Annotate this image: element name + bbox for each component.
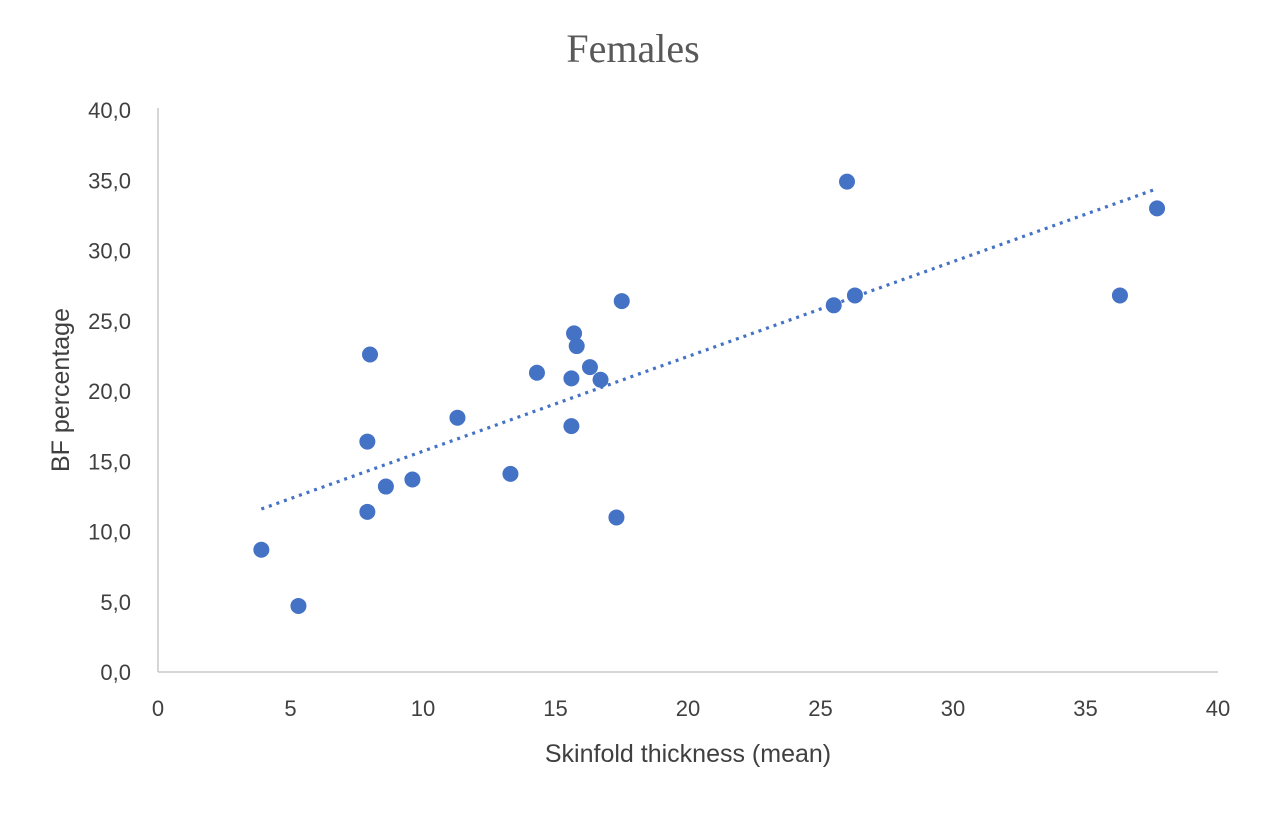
data-point <box>359 503 376 520</box>
linear-trendline <box>260 187 1158 511</box>
x-tick-label: 10 <box>411 696 435 721</box>
data-point <box>825 297 842 314</box>
y-tick-label: 30,0 <box>88 239 131 264</box>
y-tick-label: 20,0 <box>88 379 131 404</box>
y-tick-labels: 0,0 5,0 10,0 15,0 20,0 25,0 30,0 35,0 40,0 <box>88 98 131 685</box>
data-point <box>581 359 598 376</box>
data-point <box>563 370 580 387</box>
data-point <box>563 418 580 435</box>
y-tick-label: 25,0 <box>88 309 131 334</box>
data-point <box>449 409 466 426</box>
data-point <box>613 293 630 310</box>
x-tick-label: 20 <box>676 696 700 721</box>
x-tick-labels: 0 5 10 15 20 25 30 35 40 <box>152 696 1230 721</box>
x-axis-title: Skinfold thickness (mean) <box>545 740 831 768</box>
x-tick-label: 15 <box>543 696 567 721</box>
data-points <box>253 173 1166 614</box>
data-point <box>1111 287 1128 304</box>
data-point <box>377 478 394 495</box>
data-point <box>1149 200 1166 217</box>
data-point <box>290 597 307 614</box>
data-point <box>568 338 585 355</box>
data-point <box>846 287 863 304</box>
y-axis-title: BF percentage <box>47 308 75 472</box>
data-point <box>608 509 625 526</box>
data-point <box>253 541 270 558</box>
y-tick-label: 0,0 <box>100 660 131 685</box>
y-tick-label: 5,0 <box>100 590 131 615</box>
x-tick-label: 0 <box>152 696 164 721</box>
data-point <box>592 371 609 388</box>
data-point <box>359 433 376 450</box>
x-tick-label: 40 <box>1206 696 1230 721</box>
data-point <box>566 325 583 342</box>
y-tick-label: 10,0 <box>88 520 131 545</box>
x-tick-label: 25 <box>808 696 832 721</box>
x-tick-label: 30 <box>941 696 965 721</box>
data-point <box>502 465 519 482</box>
data-point <box>404 471 421 488</box>
y-tick-label: 35,0 <box>88 168 131 193</box>
y-tick-label: 15,0 <box>88 449 131 474</box>
data-point <box>528 364 545 381</box>
chart-title: Females <box>566 26 699 71</box>
y-tick-label: 40,0 <box>88 98 131 123</box>
x-tick-label: 5 <box>284 696 296 721</box>
data-point <box>362 346 378 363</box>
data-point <box>839 173 855 190</box>
x-tick-label: 35 <box>1073 696 1097 721</box>
